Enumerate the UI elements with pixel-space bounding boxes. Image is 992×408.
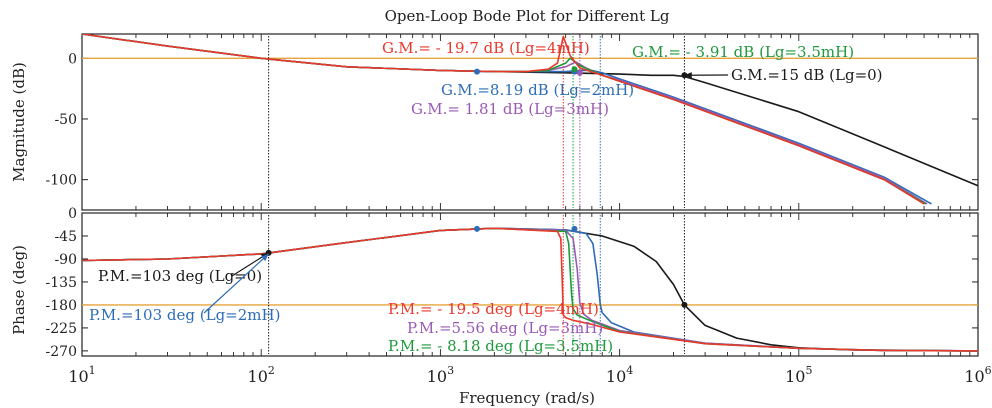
phase-series-lg-4mh xyxy=(82,227,978,352)
magnitude-panel: 0 -50 -100 G.M.= - 19.7 dB (Lg=4mH) G.M.= - … xyxy=(46,33,979,211)
frequency-axis-label: Frequency (rad/s) xyxy=(459,389,595,407)
chart-title: Open-Loop Bode Plot for Different Lg xyxy=(385,7,670,25)
phase-annotation-lg-0: P.M.=103 deg (Lg=0) xyxy=(98,267,262,285)
x-tick-label: 106 xyxy=(964,364,991,386)
phase-y-tick-label: 0 xyxy=(68,206,77,222)
magnitude-axis-label: Magnitude (dB) xyxy=(10,62,28,182)
frequency-axis: 101 102 103 104 105 106 xyxy=(68,364,991,386)
phase-annotation-lg-4mh: P.M.= - 19.5 deg (Lg=4mH) xyxy=(388,300,599,318)
phase-marker-lg-2mh xyxy=(473,225,480,232)
x-tick-label: 101 xyxy=(68,364,95,386)
magnitude-y-tick-label: -100 xyxy=(46,173,77,189)
phase-y-tick-label: -270 xyxy=(46,344,77,360)
phase-annotation-arrow-lg-2mh xyxy=(203,253,270,314)
phase-plot-frame xyxy=(81,212,979,357)
phase-y-tick-label: -180 xyxy=(46,298,77,314)
magnitude-plot-frame xyxy=(81,33,979,211)
magnitude-annotation-lg-3-5mh: G.M.= - 3.91 dB (Lg=3.5mH) xyxy=(632,43,854,61)
magnitude-series-lg-4mh xyxy=(82,34,925,205)
phase-axis-label: Phase (deg) xyxy=(10,245,28,335)
magnitude-y-tick-label: 0 xyxy=(68,51,77,67)
phase-annotation-lg-3-5mh: P.M.= - 8.18 deg (Lg=3.5mH) xyxy=(388,337,613,355)
phase-annotation-lg-2mh: P.M.=103 deg (Lg=2mH) xyxy=(89,306,280,324)
phase-y-tick-label: -135 xyxy=(46,275,77,291)
x-tick-label: 103 xyxy=(427,364,454,386)
magnitude-annotation-lg-4mh: G.M.= - 19.7 dB (Lg=4mH) xyxy=(382,39,590,57)
magnitude-annotation-arrowhead-lg-0 xyxy=(684,72,692,79)
x-tick-label: 102 xyxy=(248,364,275,386)
magnitude-y-tick-label: -50 xyxy=(54,112,77,128)
magnitude-annotation-lg-0: G.M.=15 dB (Lg=0) xyxy=(731,66,883,84)
magnitude-marker-lg-3mh xyxy=(576,69,583,76)
magnitude-annotation-lg-3mh: G.M.= 1.81 dB (Lg=3mH) xyxy=(411,100,609,118)
phase-annotation-arrowhead-lg-2mh xyxy=(261,253,269,262)
phase-marker-lg-0 xyxy=(681,301,688,308)
phase-annotation-lg-3mh: P.M.=5.56 deg (Lg=3mH) xyxy=(407,319,603,337)
x-tick-label: 104 xyxy=(606,364,633,386)
phase-y-tick-label: -225 xyxy=(46,321,77,337)
phase-y-tick-label: -90 xyxy=(54,252,77,268)
magnitude-marker-lg-3-5mh xyxy=(571,66,578,73)
phase-panel: 0 -45 -90 -135 -180 -225 -270 P.M.=103 deg (Lg=… xyxy=(46,206,979,360)
magnitude-marker-lg-2mh xyxy=(473,68,480,75)
phase-y-tick-label: -45 xyxy=(54,229,77,245)
magnitude-annotation-lg-2mh: G.M.=8.19 dB (Lg=2mH) xyxy=(441,81,634,99)
phase-marker-lg-2mh xyxy=(571,225,578,232)
x-tick-label: 105 xyxy=(785,364,812,386)
